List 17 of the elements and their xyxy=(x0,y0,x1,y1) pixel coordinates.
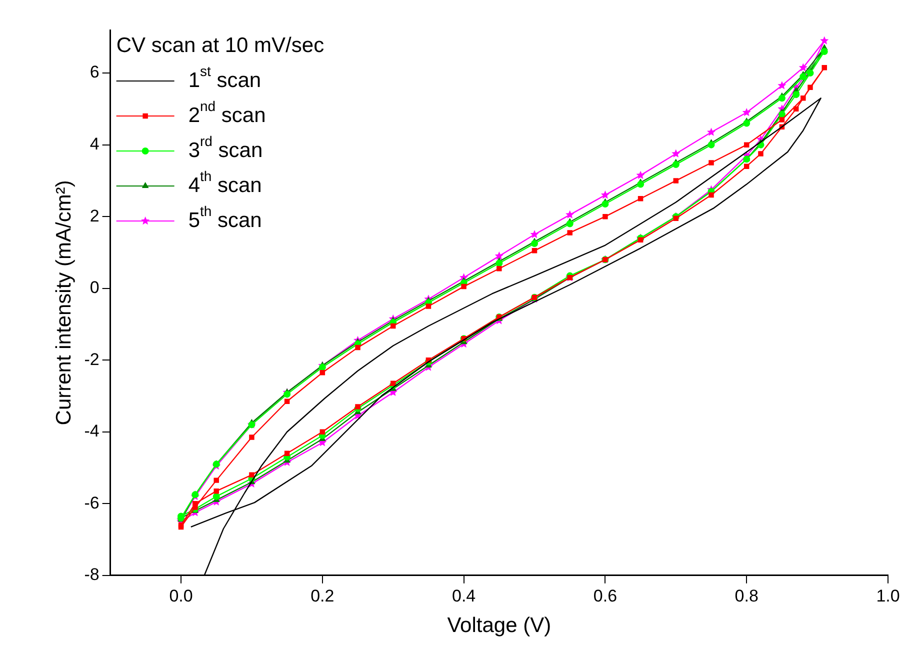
x-tick-label: 0.6 xyxy=(593,586,618,606)
x-tick-label: 0.0 xyxy=(169,586,193,606)
y-tick-label: -6 xyxy=(84,493,100,512)
y-tick-label: 2 xyxy=(90,206,100,226)
x-tick-label: 0.8 xyxy=(734,586,758,606)
x-axis-title: Voltage (V) xyxy=(447,614,552,638)
y-tick-label: -2 xyxy=(84,350,100,369)
legend-title: CV scan at 10 mV/sec xyxy=(116,34,324,57)
x-tick-label: 0.4 xyxy=(452,586,476,606)
y-axis-title: Current intensity (mA/cm²) xyxy=(52,180,76,426)
y-tick-label: -8 xyxy=(84,565,100,584)
y-tick-label: 0 xyxy=(90,278,100,298)
x-tick-label: 0.2 xyxy=(310,586,334,606)
y-tick-label: 6 xyxy=(90,62,100,82)
x-tick-label: 1.0 xyxy=(876,586,900,606)
y-tick-label: -4 xyxy=(84,422,100,441)
y-tick-label: 4 xyxy=(90,134,100,154)
